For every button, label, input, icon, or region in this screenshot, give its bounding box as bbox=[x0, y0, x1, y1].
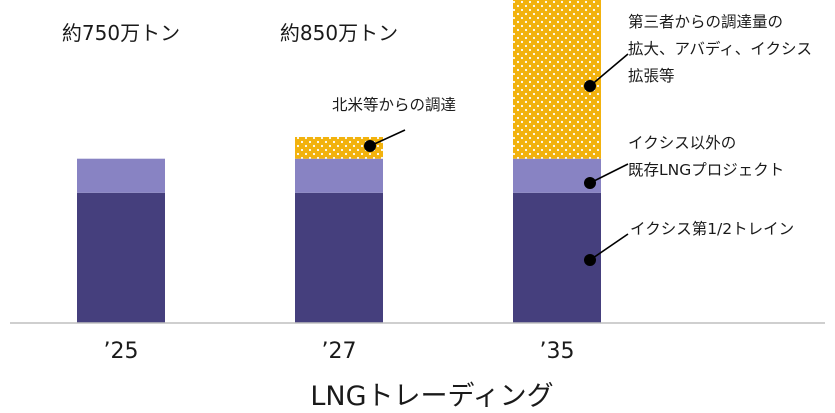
annotation-marker-dot bbox=[584, 177, 596, 189]
bar-segment-0-0 bbox=[77, 192, 165, 323]
annotation-marker-dot bbox=[584, 80, 596, 92]
x-tick-label: ’25 bbox=[104, 339, 139, 364]
annotation-leader-line bbox=[369, 129, 406, 147]
bar-total-label: 約750万トン bbox=[62, 21, 180, 45]
annotation-text: 拡大、アバディ、イクシス bbox=[628, 39, 812, 58]
x-tick-labels: ’25 ’27 ’35 bbox=[104, 339, 575, 364]
annotation-leader-line bbox=[589, 163, 629, 184]
bar-segment-1-2 bbox=[295, 137, 383, 159]
annotations-group: 北米等からの調達 第三者からの調達量の拡大、アバディ、イクシス拡張等イクシス以外の… bbox=[332, 13, 812, 266]
annotation-text: イクシス第1/2トレイン bbox=[630, 220, 794, 238]
bar-segment-1-1 bbox=[295, 158, 383, 193]
annotation-marker-dot bbox=[584, 254, 596, 266]
annotation-text: 第三者からの調達量の bbox=[628, 13, 783, 31]
bars-group bbox=[77, 0, 601, 323]
annotation-text: イクシス以外の bbox=[628, 134, 736, 152]
bar-segment-2-2 bbox=[513, 0, 601, 159]
annotation-leader-line bbox=[589, 53, 629, 87]
annotation-marker-dot bbox=[364, 140, 376, 152]
x-tick-label: ’27 bbox=[322, 339, 357, 364]
x-axis-title: LNGトレーディング bbox=[310, 381, 553, 412]
x-tick-label: ’35 bbox=[540, 339, 575, 364]
bar-segment-0-1 bbox=[77, 158, 165, 193]
annotation-text: 北米等からの調達 bbox=[332, 96, 456, 114]
bar-segment-1-0 bbox=[295, 192, 383, 323]
annotation-text: 既存LNGプロジェクト bbox=[628, 161, 784, 179]
bar-total-labels: 約750万トン 約850万トン bbox=[62, 21, 398, 45]
annotation-leader-line bbox=[589, 233, 629, 261]
bar-total-label: 約850万トン bbox=[280, 21, 398, 45]
annotation-text: 拡張等 bbox=[628, 67, 675, 85]
